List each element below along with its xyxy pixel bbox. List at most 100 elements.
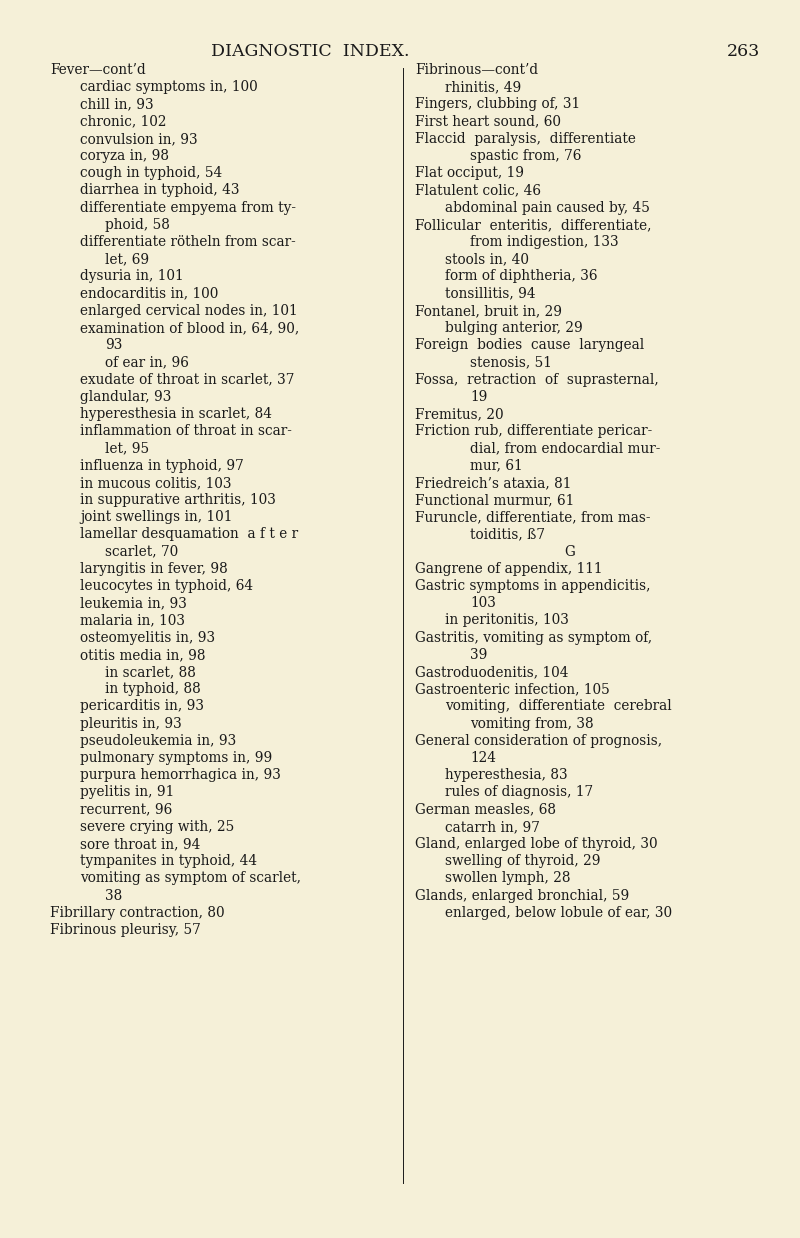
Text: 263: 263	[726, 43, 760, 59]
Text: G: G	[565, 545, 575, 558]
Text: diarrhea in typhoid, 43: diarrhea in typhoid, 43	[80, 183, 239, 197]
Text: Flat occiput, 19: Flat occiput, 19	[415, 166, 524, 181]
Text: Fibrillary contraction, 80: Fibrillary contraction, 80	[50, 906, 225, 920]
Text: vomiting,  differentiate  cerebral: vomiting, differentiate cerebral	[445, 699, 672, 713]
Text: in typhoid, 88: in typhoid, 88	[105, 682, 201, 696]
Text: in scarlet, 88: in scarlet, 88	[105, 665, 196, 678]
Text: of ear in, 96: of ear in, 96	[105, 355, 189, 369]
Text: 39: 39	[470, 647, 487, 662]
Text: Fossa,  retraction  of  suprasternal,: Fossa, retraction of suprasternal,	[415, 373, 658, 386]
Text: chill in, 93: chill in, 93	[80, 98, 154, 111]
Text: cardiac symptoms in, 100: cardiac symptoms in, 100	[80, 80, 258, 94]
Text: differentiate empyema from ty-: differentiate empyema from ty-	[80, 201, 296, 214]
Text: chronic, 102: chronic, 102	[80, 115, 166, 129]
Text: leucocytes in typhoid, 64: leucocytes in typhoid, 64	[80, 579, 253, 593]
Text: pyelitis in, 91: pyelitis in, 91	[80, 785, 174, 800]
Text: swelling of thyroid, 29: swelling of thyroid, 29	[445, 854, 601, 868]
Text: osteomyelitis in, 93: osteomyelitis in, 93	[80, 630, 215, 645]
Text: Furuncle, differentiate, from mas-: Furuncle, differentiate, from mas-	[415, 510, 650, 524]
Text: Fremitus, 20: Fremitus, 20	[415, 407, 504, 421]
Text: form of diphtheria, 36: form of diphtheria, 36	[445, 270, 598, 284]
Text: pleuritis in, 93: pleuritis in, 93	[80, 717, 182, 730]
Text: Gastritis, vomiting as symptom of,: Gastritis, vomiting as symptom of,	[415, 630, 652, 645]
Text: malaria in, 103: malaria in, 103	[80, 613, 185, 628]
Text: rhinitis, 49: rhinitis, 49	[445, 80, 522, 94]
Text: leukemia in, 93: leukemia in, 93	[80, 597, 187, 610]
Text: Glands, enlarged bronchial, 59: Glands, enlarged bronchial, 59	[415, 889, 630, 903]
Text: Fingers, clubbing of, 31: Fingers, clubbing of, 31	[415, 98, 580, 111]
Text: exudate of throat in scarlet, 37: exudate of throat in scarlet, 37	[80, 373, 294, 386]
Text: hyperesthesia, 83: hyperesthesia, 83	[445, 769, 568, 782]
Text: let, 69: let, 69	[105, 253, 149, 266]
Text: Fibrinous—cont’d: Fibrinous—cont’d	[415, 63, 538, 77]
Text: Gland, enlarged lobe of thyroid, 30: Gland, enlarged lobe of thyroid, 30	[415, 837, 658, 851]
Text: inflammation of throat in scar-: inflammation of throat in scar-	[80, 425, 292, 438]
Text: purpura hemorrhagica in, 93: purpura hemorrhagica in, 93	[80, 769, 281, 782]
Text: Fever—cont’d: Fever—cont’d	[50, 63, 146, 77]
Text: Friction rub, differentiate pericar-: Friction rub, differentiate pericar-	[415, 425, 652, 438]
Text: convulsion in, 93: convulsion in, 93	[80, 131, 198, 146]
Text: examination of blood in, 64, 90,: examination of blood in, 64, 90,	[80, 321, 299, 335]
Text: pseudoleukemia in, 93: pseudoleukemia in, 93	[80, 734, 236, 748]
Text: severe crying with, 25: severe crying with, 25	[80, 820, 234, 834]
Text: stenosis, 51: stenosis, 51	[470, 355, 552, 369]
Text: spastic from, 76: spastic from, 76	[470, 149, 582, 163]
Text: cough in typhoid, 54: cough in typhoid, 54	[80, 166, 222, 181]
Text: differentiate rötheln from scar-: differentiate rötheln from scar-	[80, 235, 296, 249]
Text: recurrent, 96: recurrent, 96	[80, 802, 172, 817]
Text: Fibrinous pleurisy, 57: Fibrinous pleurisy, 57	[50, 924, 201, 937]
Text: First heart sound, 60: First heart sound, 60	[415, 115, 561, 129]
Text: Foreign  bodies  cause  laryngeal: Foreign bodies cause laryngeal	[415, 338, 644, 352]
Text: German measles, 68: German measles, 68	[415, 802, 556, 817]
Text: Friedreich’s ataxia, 81: Friedreich’s ataxia, 81	[415, 475, 571, 490]
Text: bulging anterior, 29: bulging anterior, 29	[445, 321, 582, 335]
Text: dial, from endocardial mur-: dial, from endocardial mur-	[470, 442, 660, 456]
Text: hyperesthesia in scarlet, 84: hyperesthesia in scarlet, 84	[80, 407, 272, 421]
Text: Follicular  enteritis,  differentiate,: Follicular enteritis, differentiate,	[415, 218, 651, 232]
Text: 103: 103	[470, 597, 496, 610]
Text: mur, 61: mur, 61	[470, 458, 522, 473]
Text: endocarditis in, 100: endocarditis in, 100	[80, 287, 218, 301]
Text: coryza in, 98: coryza in, 98	[80, 149, 169, 163]
Text: 38: 38	[105, 889, 122, 903]
Text: Gastric symptoms in appendicitis,: Gastric symptoms in appendicitis,	[415, 579, 650, 593]
Text: dysuria in, 101: dysuria in, 101	[80, 270, 184, 284]
Text: Gangrene of appendix, 111: Gangrene of appendix, 111	[415, 562, 602, 576]
Text: Gastroenteric infection, 105: Gastroenteric infection, 105	[415, 682, 610, 696]
Text: DIAGNOSTIC  INDEX.: DIAGNOSTIC INDEX.	[210, 43, 410, 59]
Text: tonsillitis, 94: tonsillitis, 94	[445, 287, 536, 301]
Text: Flaccid  paralysis,  differentiate: Flaccid paralysis, differentiate	[415, 131, 636, 146]
Text: from indigestion, 133: from indigestion, 133	[470, 235, 618, 249]
Text: swollen lymph, 28: swollen lymph, 28	[445, 872, 570, 885]
Text: tympanites in typhoid, 44: tympanites in typhoid, 44	[80, 854, 257, 868]
Text: influenza in typhoid, 97: influenza in typhoid, 97	[80, 458, 244, 473]
Text: Functional murmur, 61: Functional murmur, 61	[415, 493, 574, 508]
Text: glandular, 93: glandular, 93	[80, 390, 171, 404]
Text: sore throat in, 94: sore throat in, 94	[80, 837, 200, 851]
Text: laryngitis in fever, 98: laryngitis in fever, 98	[80, 562, 228, 576]
Text: enlarged cervical nodes in, 101: enlarged cervical nodes in, 101	[80, 303, 298, 318]
Text: scarlet, 70: scarlet, 70	[105, 545, 178, 558]
Text: 19: 19	[470, 390, 487, 404]
Text: toiditis, ß7: toiditis, ß7	[470, 527, 545, 541]
Text: 124: 124	[470, 751, 496, 765]
Text: let, 95: let, 95	[105, 442, 149, 456]
Text: abdominal pain caused by, 45: abdominal pain caused by, 45	[445, 201, 650, 214]
Text: Flatulent colic, 46: Flatulent colic, 46	[415, 183, 541, 197]
Text: pericarditis in, 93: pericarditis in, 93	[80, 699, 204, 713]
Text: joint swellings in, 101: joint swellings in, 101	[80, 510, 232, 524]
Text: otitis media in, 98: otitis media in, 98	[80, 647, 206, 662]
Text: lamellar desquamation  a f t e r: lamellar desquamation a f t e r	[80, 527, 298, 541]
Text: catarrh in, 97: catarrh in, 97	[445, 820, 540, 834]
Text: enlarged, below lobule of ear, 30: enlarged, below lobule of ear, 30	[445, 906, 672, 920]
Text: Fontanel, bruit in, 29: Fontanel, bruit in, 29	[415, 303, 562, 318]
Text: rules of diagnosis, 17: rules of diagnosis, 17	[445, 785, 593, 800]
Text: 93: 93	[105, 338, 122, 352]
Text: in suppurative arthritis, 103: in suppurative arthritis, 103	[80, 493, 276, 508]
Text: vomiting as symptom of scarlet,: vomiting as symptom of scarlet,	[80, 872, 301, 885]
Text: phoid, 58: phoid, 58	[105, 218, 170, 232]
Text: Gastroduodenitis, 104: Gastroduodenitis, 104	[415, 665, 569, 678]
Text: in mucous colitis, 103: in mucous colitis, 103	[80, 475, 231, 490]
Text: vomiting from, 38: vomiting from, 38	[470, 717, 594, 730]
Text: stools in, 40: stools in, 40	[445, 253, 529, 266]
